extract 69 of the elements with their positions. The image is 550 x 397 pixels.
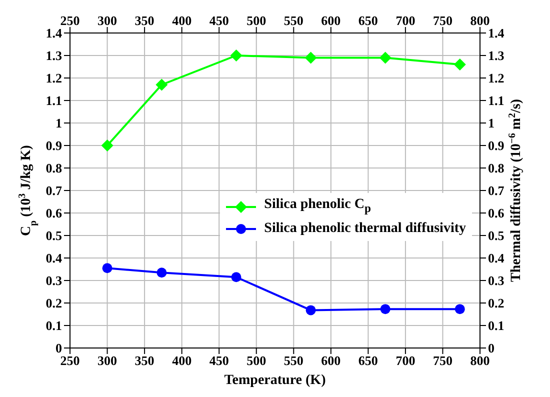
y-tick-label: 1.2	[46, 70, 62, 86]
y-tick-label: 0	[56, 340, 62, 356]
point	[306, 305, 316, 316]
x-tick-label: 500	[246, 13, 266, 28]
y2-tick-label: 1.4	[488, 26, 505, 41]
x-tick-label: 400	[172, 13, 192, 28]
y2-tick-label: 1.1	[488, 93, 504, 108]
x-tick-label: 550	[284, 13, 304, 28]
x2-tick-label: 800	[470, 353, 490, 368]
y2-tick-label: 1.3	[488, 48, 505, 64]
y2-tick-label: 0.1	[488, 318, 504, 334]
x-tick-label: 600	[321, 13, 341, 28]
point	[380, 304, 390, 314]
x-tick-label: 450	[209, 13, 229, 28]
x2-tick-label: 650	[358, 353, 378, 368]
y2-tick-label: 0	[488, 340, 494, 356]
y2-tick-label: 0.9	[488, 138, 505, 154]
x2-tick-label: 550	[284, 353, 304, 368]
y-tick-label: 1.4	[46, 26, 62, 41]
y-tick-label: 1.1	[46, 93, 62, 108]
x2-tick-label: 750	[432, 353, 452, 368]
y-tick-label: 0.8	[46, 160, 62, 176]
x2-tick-label: 700	[396, 353, 416, 368]
x2-tick-label: 450	[209, 353, 229, 368]
x-tick-label: 300	[98, 13, 118, 28]
y2-tick-label: 0.5	[488, 228, 505, 244]
x-tick-label: 750	[432, 13, 452, 28]
legend-label: Silica phenolic C$_{p}$	[264, 197, 371, 215]
y2-tick-label: 1.2	[488, 70, 504, 86]
x-tick-label: 700	[396, 13, 416, 28]
y-tick-label: 0.5	[46, 228, 62, 244]
y2-tick-label: 0.8	[488, 160, 505, 176]
y-tick-label: 0.9	[46, 138, 62, 154]
y-tick-label: 0.6	[46, 206, 62, 221]
y-tick-label: 1.3	[46, 48, 62, 64]
x-tick-label: 350	[134, 13, 154, 28]
y-tick-label: 0.2	[46, 296, 62, 311]
y-tick-label: 1	[56, 116, 62, 131]
y-tick-label: 0.3	[46, 273, 62, 288]
point	[101, 140, 114, 152]
x2-tick-label: 300	[98, 353, 118, 368]
point	[231, 272, 242, 282]
y-tick-label: 0.4	[46, 250, 62, 266]
x-tick-label: 250	[60, 13, 80, 28]
point	[304, 52, 317, 64]
x2-tick-label: 350	[134, 353, 154, 368]
y2-tick-label: 0.6	[488, 206, 505, 221]
y2-tick-label: 0.2	[488, 296, 504, 311]
x-axis-title: Temperature (K)	[224, 373, 326, 388]
x2-tick-label: 600	[321, 353, 341, 368]
y2-tick-label: 0.7	[488, 183, 505, 198]
point	[454, 58, 466, 70]
y-tick-label: 0.1	[46, 318, 62, 334]
point	[230, 50, 242, 62]
x-tick-label: 800	[470, 13, 490, 28]
point	[156, 78, 168, 91]
point	[454, 304, 465, 314]
point	[102, 263, 112, 274]
y-tick-label: 0.7	[46, 183, 62, 198]
x-tick-label: 650	[358, 13, 378, 28]
y2-tick-label: 0.4	[488, 250, 505, 266]
y2-tick-label: 0.3	[488, 273, 505, 288]
point	[156, 268, 167, 278]
legend-label: Silica phenolic thermal diffusivity	[264, 220, 466, 236]
x2-tick-label: 500	[246, 353, 266, 368]
x2-tick-label: 250	[60, 353, 80, 368]
point	[379, 52, 392, 64]
x2-tick-label: 400	[172, 353, 192, 368]
y2-tick-label: 1	[488, 116, 494, 131]
